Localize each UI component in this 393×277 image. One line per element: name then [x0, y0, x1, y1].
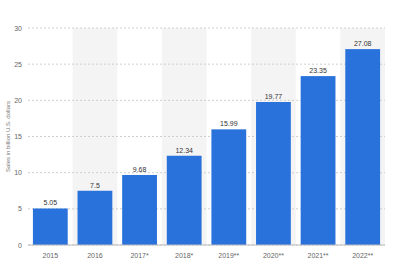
column-stripe: [340, 28, 385, 245]
bar: [33, 208, 68, 245]
bar: [256, 102, 291, 245]
data-label: 9.68: [133, 166, 147, 173]
grid-line: [28, 28, 385, 29]
x-tick-label: 2020**: [263, 252, 284, 259]
column-stripe: [73, 28, 118, 245]
bar: [167, 156, 202, 245]
y-tick-label: 30: [14, 25, 22, 32]
x-tick-label: 2022**: [352, 252, 373, 259]
bar: [122, 175, 157, 245]
y-tick-label: 5: [18, 205, 22, 212]
y-axis-label: Sales in billion U.S. dollars: [5, 101, 11, 172]
x-tick-label: 2016: [87, 252, 103, 259]
x-axis-line: [28, 245, 385, 246]
y-tick-label: 0: [18, 242, 22, 249]
bar: [301, 76, 336, 245]
bar: [78, 191, 113, 245]
chart-svg: 0 5 10 15 20 25 30 Sales in billion U.S. dollar…: [0, 0, 393, 277]
data-label: 5.05: [44, 199, 58, 206]
data-label: 23.35: [309, 67, 327, 74]
y-tick-label: 15: [14, 133, 22, 140]
y-tick-label: 20: [14, 97, 22, 104]
data-label: 27.08: [354, 40, 372, 47]
x-tick-label: 2019**: [218, 252, 239, 259]
data-label: 15.99: [220, 120, 238, 127]
data-label: 7.5: [90, 182, 100, 189]
x-tick-label: 2018*: [175, 252, 194, 259]
x-tick-label: 2017*: [130, 252, 149, 259]
chart-container: 0 5 10 15 20 25 30 Sales in billion U.S. dollar…: [0, 0, 393, 277]
x-tick-label: 2021**: [308, 252, 329, 259]
y-tick-label: 25: [14, 61, 22, 68]
x-tick-label: 2015: [43, 252, 59, 259]
bar: [211, 129, 246, 245]
data-label: 19.77: [265, 93, 283, 100]
y-tick-label: 10: [14, 169, 22, 176]
column-stripe: [251, 28, 296, 245]
bar: [345, 49, 380, 245]
bars: [33, 49, 380, 245]
grid-line: [28, 245, 385, 246]
page: {"chart_data": {"type": "bar", "y_label"…: [0, 0, 393, 277]
grid-line: [28, 64, 385, 65]
data-label: 12.34: [175, 147, 193, 154]
